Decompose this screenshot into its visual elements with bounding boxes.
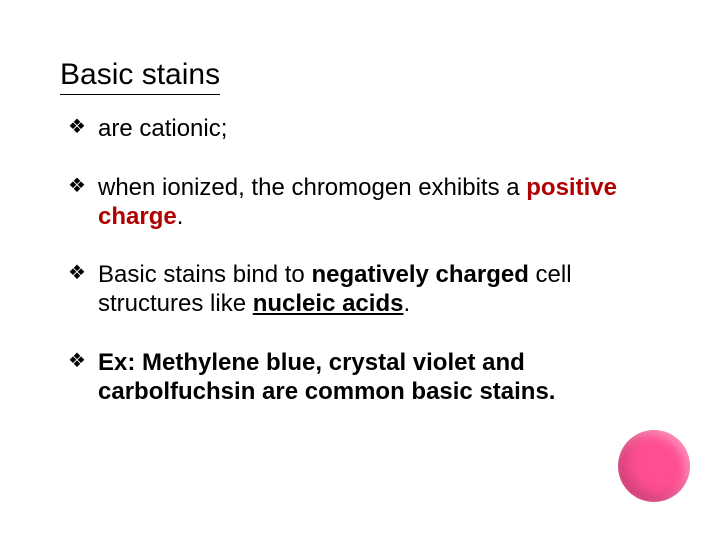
bullet-item: when ionized, the chromogen exhibits a p… bbox=[68, 174, 660, 232]
bullet-text: . bbox=[403, 290, 410, 317]
slide-content: Basic stains are cationic; when ionized,… bbox=[0, 0, 720, 477]
bullet-text: when ionized, the chromogen exhibits a bbox=[98, 174, 526, 201]
decorative-circle bbox=[618, 430, 690, 502]
bold-text: Ex: Methylene blue, crystal violet and c… bbox=[98, 349, 555, 405]
bold-text: negatively charged bbox=[311, 261, 528, 288]
bullet-text: . bbox=[177, 203, 184, 230]
bullet-item: Basic stains bind to negatively charged … bbox=[68, 261, 660, 319]
bullet-text: Basic stains bind to bbox=[98, 261, 311, 288]
bold-underline-text: nucleic acids bbox=[253, 290, 404, 317]
bullet-text: are cationic; bbox=[98, 115, 227, 142]
bullet-item: are cationic; bbox=[68, 115, 660, 144]
bullet-item: Ex: Methylene blue, crystal violet and c… bbox=[68, 349, 660, 407]
slide-title: Basic stains bbox=[60, 58, 220, 95]
bullet-list: are cationic; when ionized, the chromoge… bbox=[60, 115, 660, 407]
